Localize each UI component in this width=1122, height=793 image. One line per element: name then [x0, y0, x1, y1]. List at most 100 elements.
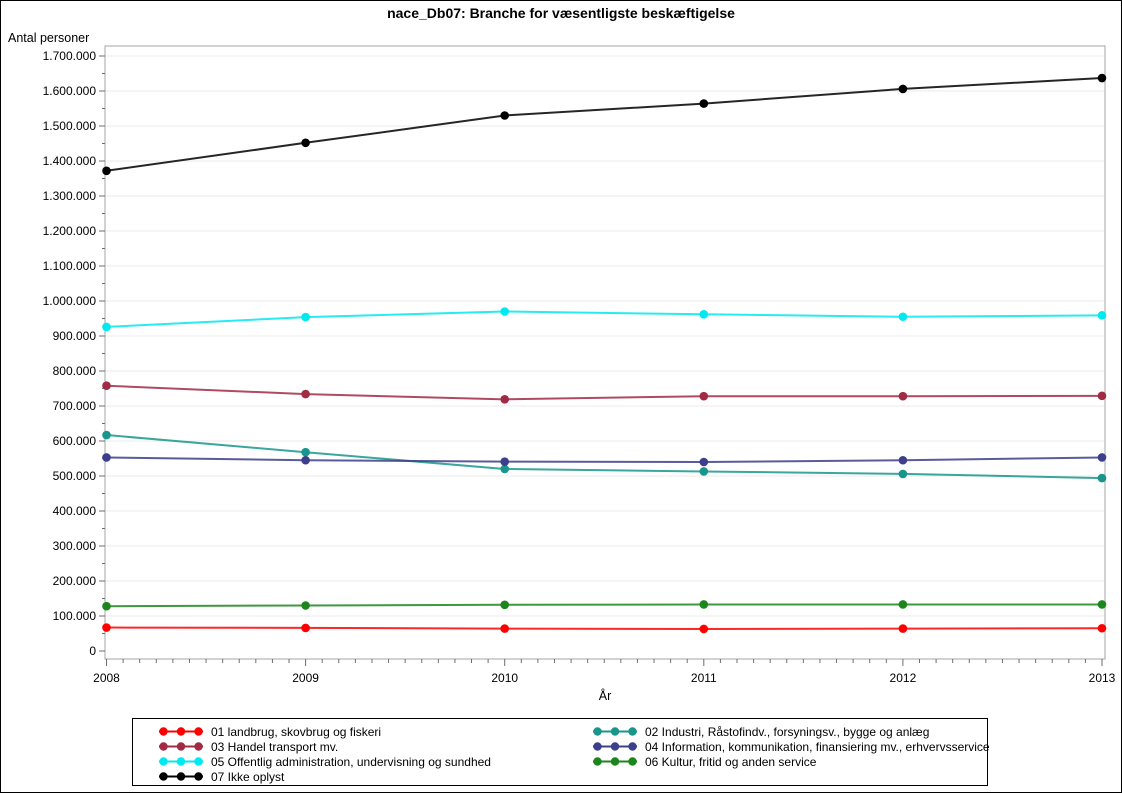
legend-label: 06 Kultur, fritid og anden service [645, 754, 817, 769]
data-point-07-2012 [898, 84, 908, 94]
chart-title: nace_Db07: Branche for væsentligste besk… [387, 5, 735, 21]
data-point-04-2013 [1097, 453, 1107, 462]
data-point-03-2012 [898, 391, 908, 401]
data-point-01-2012 [898, 624, 908, 633]
legend-label: 03 Handel transport mv. [211, 739, 339, 754]
legend-item: 07 Ikke oplyst [158, 770, 592, 784]
y-tick-label: 400.000 [53, 504, 97, 518]
data-point-05-2010 [500, 307, 510, 316]
legend-label: 02 Industri, Råstofindv., forsyningsv., … [645, 724, 930, 739]
y-tick-label: 700.000 [53, 399, 97, 413]
data-point-03-2010 [500, 395, 510, 404]
data-point-03-2008 [102, 381, 111, 391]
legend-item: 05 Offentlig administration, undervisnin… [158, 755, 592, 769]
data-point-07-2009 [301, 138, 310, 148]
legend-label: 01 landbrug, skovbrug og fiskeri [211, 724, 382, 739]
data-point-03-2013 [1097, 391, 1107, 401]
legend-label: 05 Offentlig administration, undervisnin… [211, 754, 491, 769]
data-point-02-2009 [301, 447, 310, 457]
data-point-01-2009 [301, 623, 310, 633]
legend-line-marker-icon [593, 757, 637, 766]
y-tick-label: 200.000 [53, 574, 97, 588]
y-tick-label: 600.000 [53, 434, 97, 448]
y-tick-label: 1.600.000 [43, 84, 97, 98]
x-tick-label: 2013 [1089, 671, 1116, 685]
y-tick-label: 0 [89, 644, 96, 658]
data-point-05-2012 [898, 312, 908, 322]
data-point-05-2009 [301, 312, 310, 322]
data-point-04-2011 [699, 457, 709, 467]
legend-label: 04 Information, kommunikation, finansier… [645, 739, 990, 754]
legend-item: 02 Industri, Råstofindv., forsyningsv., … [592, 725, 990, 739]
y-tick-label: 300.000 [53, 539, 97, 553]
y-tick-label: 1.100.000 [43, 259, 97, 273]
y-tick-label: 1.500.000 [43, 119, 97, 133]
data-point-07-2008 [102, 166, 111, 176]
data-point-01-2008 [102, 623, 111, 632]
y-tick-label: 1.700.000 [43, 49, 97, 63]
data-point-04-2010 [500, 457, 510, 466]
series-line-02 [106, 434, 1103, 480]
data-point-01-2011 [699, 624, 709, 634]
data-point-05-2011 [699, 310, 709, 319]
data-point-06-2009 [301, 601, 310, 610]
legend-item: 06 Kultur, fritid og anden service [592, 755, 990, 769]
data-point-02-2008 [102, 430, 111, 440]
data-point-03-2011 [699, 391, 709, 401]
data-point-06-2012 [898, 600, 908, 609]
data-point-05-2013 [1097, 311, 1107, 320]
data-point-06-2013 [1097, 600, 1107, 609]
data-point-02-2013 [1097, 473, 1107, 483]
x-tick-label: 2010 [491, 671, 518, 685]
series-line-07 [106, 77, 1103, 172]
legend-item: 03 Handel transport mv. [158, 740, 592, 754]
legend: 01 landbrug, skovbrug og fiskeri 02 Indus… [132, 718, 990, 786]
legend-item: 01 landbrug, skovbrug og fiskeri [158, 725, 592, 739]
data-point-06-2010 [500, 600, 510, 610]
series-line-03 [106, 384, 1103, 401]
x-tick-label: 2012 [890, 671, 917, 685]
data-point-02-2012 [898, 469, 908, 479]
plot-area: 0 100.000 200.000 300.000 400.000 500.000 600.… [43, 45, 1116, 685]
data-point-06-2011 [699, 600, 709, 609]
data-point-05-2008 [102, 322, 111, 332]
data-point-07-2010 [500, 111, 510, 120]
legend-line-marker-icon [159, 742, 203, 751]
x-tick-label: 2011 [691, 671, 717, 685]
legend-label: 07 Ikke oplyst [211, 769, 285, 784]
y-tick-label: 800.000 [53, 364, 97, 378]
y-tick-label: 100.000 [53, 609, 97, 623]
y-tick-label: 1.400.000 [43, 154, 97, 168]
legend-item: 04 Information, kommunikation, finansier… [592, 740, 990, 754]
legend-line-marker-icon [159, 727, 203, 736]
legend-line-marker-icon [593, 727, 637, 736]
data-point-04-2009 [301, 455, 310, 465]
data-point-03-2009 [301, 389, 310, 399]
y-tick-label: 900.000 [53, 329, 97, 343]
x-tick-label: 2008 [93, 671, 120, 685]
data-point-07-2011 [699, 99, 709, 108]
series-line-04 [106, 456, 1103, 464]
data-point-04-2008 [102, 453, 111, 462]
data-point-04-2012 [898, 455, 908, 465]
data-point-02-2011 [699, 467, 709, 476]
series-line-01 [106, 626, 1103, 630]
y-tick-label: 1.300.000 [43, 189, 97, 203]
legend-line-marker-icon [159, 772, 203, 781]
series-line-05 [106, 310, 1103, 328]
y-tick-label: 1.000.000 [43, 294, 97, 308]
plot-frame [104, 45, 1106, 660]
y-axis-title: Antal personer [8, 31, 90, 45]
y-tick-label: 1.200.000 [43, 224, 97, 238]
x-axis-title: År [598, 689, 612, 703]
legend-line-marker-icon [159, 757, 203, 766]
data-point-06-2008 [102, 601, 111, 611]
data-point-01-2010 [500, 624, 510, 633]
y-tick-label: 500.000 [53, 469, 97, 483]
series-line-06 [106, 603, 1102, 608]
data-point-01-2013 [1097, 623, 1107, 633]
x-tick-label: 2009 [292, 671, 319, 685]
data-point-07-2013 [1097, 73, 1107, 83]
legend-line-marker-icon [593, 742, 637, 751]
